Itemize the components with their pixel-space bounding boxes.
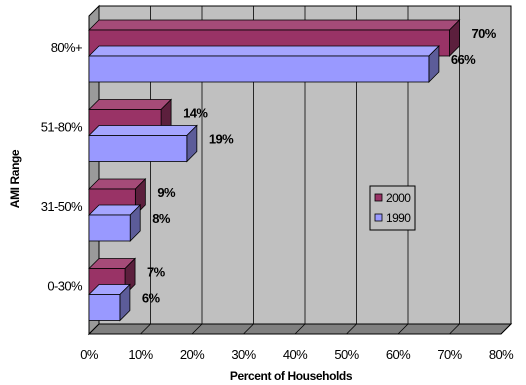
category-label: 0-30% [47, 279, 83, 294]
floor-gridline [397, 323, 409, 335]
x-tick-label: 70% [437, 347, 462, 362]
floor-gridline [191, 323, 203, 335]
floor-gridline [449, 323, 460, 335]
data-labels: 7% 6% 9% 8% 14%19% 70% 66% [142, 26, 497, 306]
legend-label: 2000 [386, 191, 411, 205]
bar-1990-0-30% [88, 283, 131, 322]
bar-1990-31-50% [88, 204, 142, 242]
data-label: 14% [183, 106, 208, 121]
category-label: 80%+ [51, 40, 82, 55]
legend-item: 2000 [374, 191, 412, 205]
data-label: 6% [142, 291, 161, 306]
data-label: 8% [152, 211, 171, 226]
x-axis-title: Percent of Households [230, 369, 353, 383]
legend-label: 1990 [386, 211, 411, 225]
legend-item: 1990 [374, 211, 412, 225]
x-tick-label: 50% [334, 347, 359, 362]
x-tick-label: 30% [231, 347, 256, 362]
x-tick-label: 0% [80, 347, 99, 362]
legend-swatch [374, 213, 383, 222]
bar-1990-80%+ [88, 45, 440, 83]
data-label: 19% [209, 132, 234, 147]
x-axis-ticks: 0% 10% 20% 30% 40% 50% 60% 70% 80% [80, 347, 515, 362]
floor-gridline [294, 323, 306, 335]
x-tick-label: 80% [489, 347, 514, 362]
y-axis-title: AMI Range [8, 149, 22, 208]
legend-swatch [374, 193, 383, 202]
x-tick-label: 40% [283, 347, 308, 362]
legend-box [369, 185, 416, 231]
category-label: 31-50% [41, 199, 83, 214]
data-label: 66% [451, 52, 476, 67]
floor-gridline [140, 323, 151, 335]
floor-gridline [346, 323, 357, 335]
bar-1990-51-80% [88, 124, 198, 163]
floor-gridline [500, 323, 512, 335]
x-tick-label: 20% [180, 347, 205, 362]
category-label: 51-80% [41, 120, 83, 135]
bars [88, 19, 461, 322]
x-tick-label: 60% [386, 347, 411, 362]
data-label: 9% [157, 185, 176, 200]
data-label: 70% [472, 26, 497, 41]
data-label: 7% [147, 265, 166, 280]
legend: 2000 1990 [369, 185, 416, 231]
floor-gridline [243, 323, 254, 335]
y-axis-categories: 0-30% 31-50% 51-80% 80%+ [41, 40, 84, 294]
x-tick-label: 10% [128, 347, 153, 362]
